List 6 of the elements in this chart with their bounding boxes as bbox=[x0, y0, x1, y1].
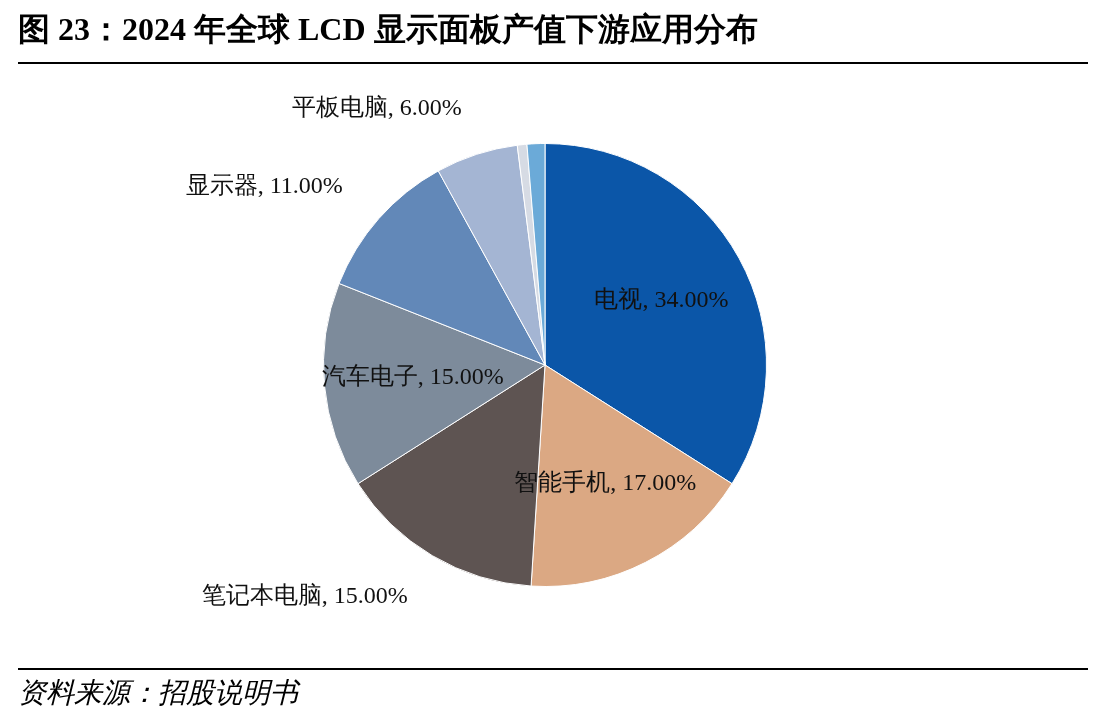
slice-label: 平板电脑, 6.00% bbox=[291, 93, 462, 120]
slice-label: 笔记本电脑, 15.00% bbox=[201, 582, 408, 609]
chart-title: 图 23：2024 年全球 LCD 显示面板产值下游应用分布 bbox=[18, 8, 1088, 64]
slice-label: 电视, 34.00% bbox=[594, 286, 729, 313]
slice-label: 显示器, 11.00% bbox=[185, 172, 343, 199]
text: 资料来源：招股说明书 bbox=[18, 668, 1088, 712]
